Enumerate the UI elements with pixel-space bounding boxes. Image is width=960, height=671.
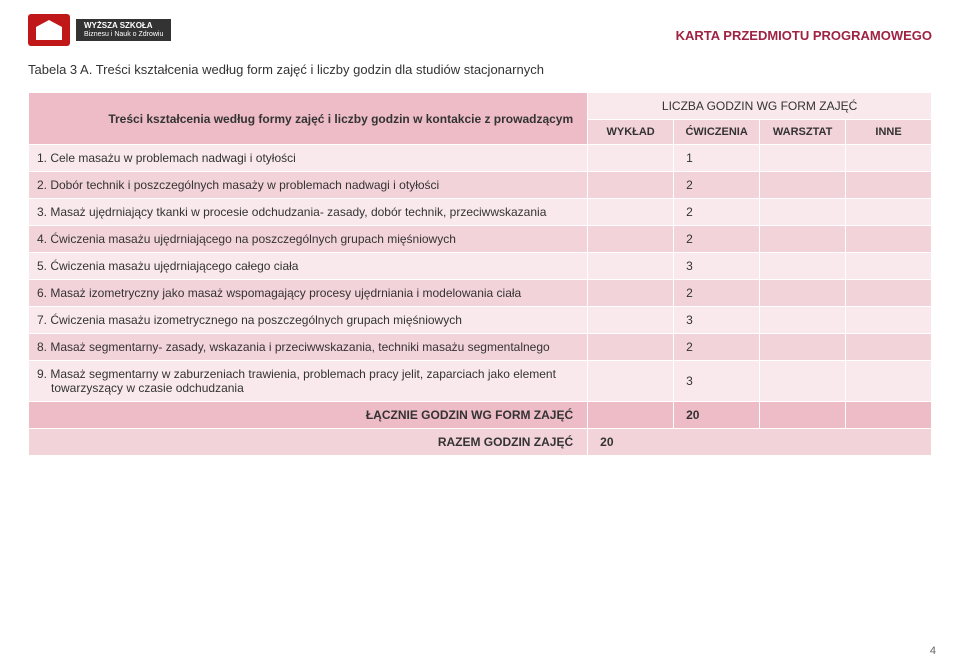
row-content-cell: 3. Masaż ujędrniający tkanki w procesie … [29,199,588,226]
table-header-row-1: Treści kształcenia według formy zajęć i … [29,93,932,120]
logo-text: WYŻSZA SZKOŁA Biznesu i Nauk o Zdrowiu [76,19,171,41]
row-value-cell: 2 [674,226,760,253]
total-val [760,402,846,429]
row-value-cell: 2 [674,199,760,226]
column-header: WYKŁAD [588,120,674,145]
grand-total-row: RAZEM GODZIN ZAJĘĆ 20 [29,429,932,456]
row-content-cell: 4. Ćwiczenia masażu ujędrniającego na po… [29,226,588,253]
school-logo: WYŻSZA SZKOŁA Biznesu i Nauk o Zdrowiu [28,14,171,46]
column-header: WARSZTAT [760,120,846,145]
table-row: 4. Ćwiczenia masażu ujędrniającego na po… [29,226,932,253]
table-row: 2. Dobór technik i poszczególnych masaży… [29,172,932,199]
row-value-cell [760,199,846,226]
table-row: 6. Masaż izometryczny jako masaż wspomag… [29,280,932,307]
row-value-cell [760,172,846,199]
row-value-cell: 2 [674,172,760,199]
table-row: 3. Masaż ujędrniający tkanki w procesie … [29,199,932,226]
row-content-cell: 9. Masaż segmentarny w zaburzeniach traw… [29,361,588,402]
logo-line2: Biznesu i Nauk o Zdrowiu [84,31,163,39]
row-value-cell [760,280,846,307]
row-value-cell [846,172,932,199]
total-val [846,402,932,429]
row-content-cell: 1. Cele masażu w problemach nadwagi i ot… [29,145,588,172]
row-value-cell [760,253,846,280]
column-header: ĆWICZENIA [674,120,760,145]
grand-total-label: RAZEM GODZIN ZAJĘĆ [29,429,588,456]
row-content-cell: 6. Masaż izometryczny jako masaż wspomag… [29,280,588,307]
row-value-cell [846,226,932,253]
logo-badge-icon [28,14,70,46]
page-number: 4 [930,645,936,657]
row-value-cell: 3 [674,307,760,334]
table-caption: Tabela 3 A. Treści kształcenia według fo… [28,62,544,77]
curriculum-table: Treści kształcenia według formy zajęć i … [28,92,932,456]
row-value-cell: 2 [674,280,760,307]
row-value-cell [588,361,674,402]
total-val: 20 [674,402,760,429]
row-value-cell [588,280,674,307]
table-row: 1. Cele masażu w problemach nadwagi i ot… [29,145,932,172]
row-value-cell: 3 [674,361,760,402]
header-title: KARTA PRZEDMIOTU PROGRAMOWEGO [676,28,932,43]
total-form-row: ŁĄCZNIE GODZIN WG FORM ZAJĘĆ 20 [29,402,932,429]
table-row: 5. Ćwiczenia masażu ujędrniającego całeg… [29,253,932,280]
row-value-cell [846,253,932,280]
row-value-cell [846,361,932,402]
row-value-cell [760,334,846,361]
row-value-cell [588,334,674,361]
row-value-cell [588,226,674,253]
total-form-label: ŁĄCZNIE GODZIN WG FORM ZAJĘĆ [29,402,588,429]
table-row: 8. Masaż segmentarny- zasady, wskazania … [29,334,932,361]
grand-total-value: 20 [588,429,932,456]
logo-line1: WYŻSZA SZKOŁA [84,21,163,31]
total-val [588,402,674,429]
row-value-cell [846,280,932,307]
row-value-cell [588,172,674,199]
row-value-cell [588,145,674,172]
row-content-cell: 8. Masaż segmentarny- zasady, wskazania … [29,334,588,361]
row-content-cell: 2. Dobór technik i poszczególnych masaży… [29,172,588,199]
row-value-cell [588,199,674,226]
row-value-cell [588,253,674,280]
row-value-cell [846,199,932,226]
row-value-cell [760,361,846,402]
row-value-cell [846,145,932,172]
table-row: 9. Masaż segmentarny w zaburzeniach traw… [29,361,932,402]
row-value-cell [760,226,846,253]
column-header: INNE [846,120,932,145]
row-value-cell: 2 [674,334,760,361]
row-value-cell: 3 [674,253,760,280]
table-row: 7. Ćwiczenia masażu izometrycznego na po… [29,307,932,334]
hours-super-header: LICZBA GODZIN WG FORM ZAJĘĆ [588,93,932,120]
row-value-cell [588,307,674,334]
row-value-cell [846,334,932,361]
row-content-cell: 7. Ćwiczenia masażu izometrycznego na po… [29,307,588,334]
content-header-cell: Treści kształcenia według formy zajęć i … [29,93,588,145]
row-value-cell [760,307,846,334]
row-value-cell [846,307,932,334]
row-value-cell [760,145,846,172]
row-value-cell: 1 [674,145,760,172]
row-content-cell: 5. Ćwiczenia masażu ujędrniającego całeg… [29,253,588,280]
